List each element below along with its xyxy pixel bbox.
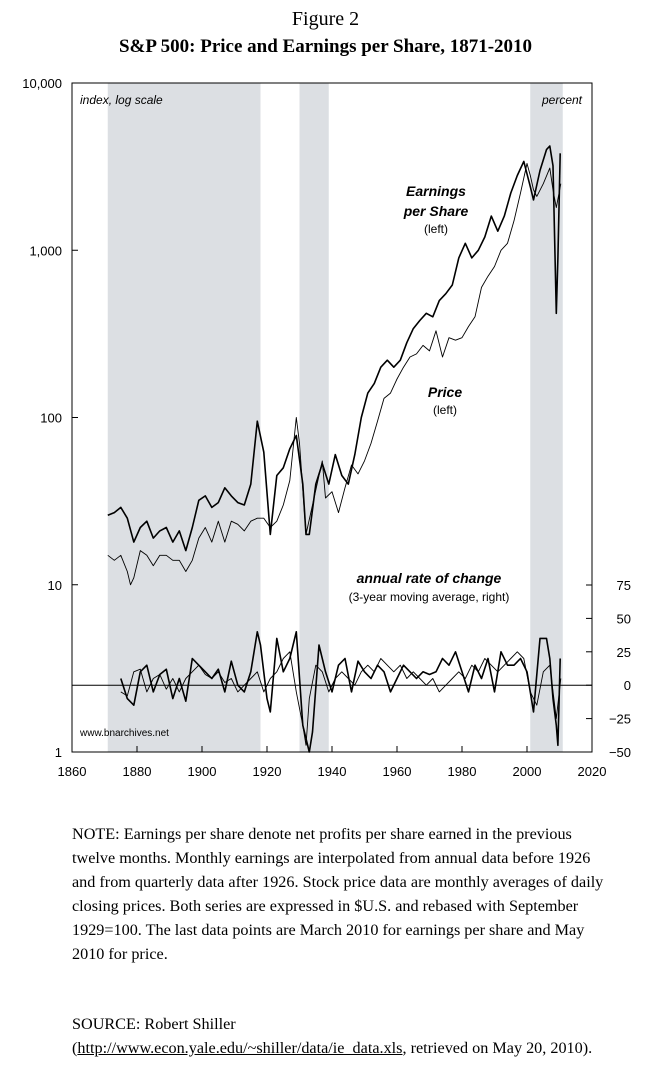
source-prefix: SOURCE: Robert Shiller: [72, 1015, 236, 1033]
x-tick-label: 1980: [448, 764, 477, 779]
right-tick-label: 75: [617, 578, 631, 593]
shaded-period-1: [299, 83, 329, 752]
x-tick-label: 1880: [123, 764, 152, 779]
left-tick-label: 100: [40, 411, 62, 426]
watermark: www.bnarchives.net: [79, 728, 169, 739]
left-tick-label: 10: [48, 578, 62, 593]
left-axis-ticks: 1 10 100 1,000 10,000: [22, 76, 78, 760]
chart-svg: 1 10 100 1,000 10,000 −50 −25 0 25 50 75 1860 1880…: [22, 76, 631, 779]
shaded-period-0: [107, 83, 261, 752]
earnings-label-line2: per Share: [403, 203, 469, 219]
earnings-line: [107, 145, 561, 552]
left-tick-label: 1: [55, 745, 62, 760]
left-tick-label: 10,000: [22, 76, 62, 91]
x-tick-label: 2020: [578, 764, 607, 779]
right-tick-label: −50: [609, 745, 631, 760]
rate-label-line1: annual rate of change: [357, 570, 502, 586]
x-tick-label: 1860: [58, 764, 87, 779]
earnings-label-axis: (left): [424, 222, 448, 236]
right-tick-label: −25: [609, 712, 631, 727]
chart-title: S&P 500: Price and Earnings per Share, 1…: [118, 36, 533, 57]
price-label-axis: (left): [433, 403, 457, 417]
x-tick-label: 1960: [383, 764, 412, 779]
x-tick-label: 1940: [318, 764, 347, 779]
left-tick-label: 1,000: [29, 243, 62, 258]
price-label-line1: Price: [428, 384, 462, 400]
right-tick-label: 50: [617, 611, 631, 626]
rate-label-line2: (3-year moving average, right): [349, 590, 510, 604]
x-tick-label: 1900: [188, 764, 217, 779]
right-tick-label: 25: [617, 645, 631, 660]
note-text: NOTE: Earnings per share denote net prof…: [72, 825, 604, 963]
series-layer: [107, 145, 562, 753]
x-tick-label: 1920: [253, 764, 282, 779]
earnings-label-line1: Earnings: [406, 183, 466, 199]
x-tick-label: 2000: [513, 764, 542, 779]
source-link[interactable]: http://www.econ.yale.edu/~shiller/data/i…: [77, 1039, 403, 1057]
price-line: [107, 163, 562, 586]
right-axis-label: percent: [541, 93, 583, 107]
figure-label: Figure 2: [291, 8, 360, 30]
source-open-paren: (: [72, 1039, 78, 1057]
source-suffix: , retrieved on May 20, 2010).: [402, 1039, 593, 1057]
shaded-periods: [107, 83, 563, 752]
right-tick-label: 0: [624, 678, 631, 693]
shaded-period-2: [530, 83, 563, 752]
price-rate-line: [120, 651, 562, 746]
left-axis-label: index, log scale: [80, 93, 163, 107]
x-axis-ticks: 1860 1880 1900 1920 1940 1960 1980 2000 2020: [58, 746, 607, 779]
source-text: SOURCE: Robert Shiller (http://www.econ.y…: [72, 1012, 612, 1060]
right-axis-ticks: −50 −25 0 25 50 75: [586, 578, 631, 760]
